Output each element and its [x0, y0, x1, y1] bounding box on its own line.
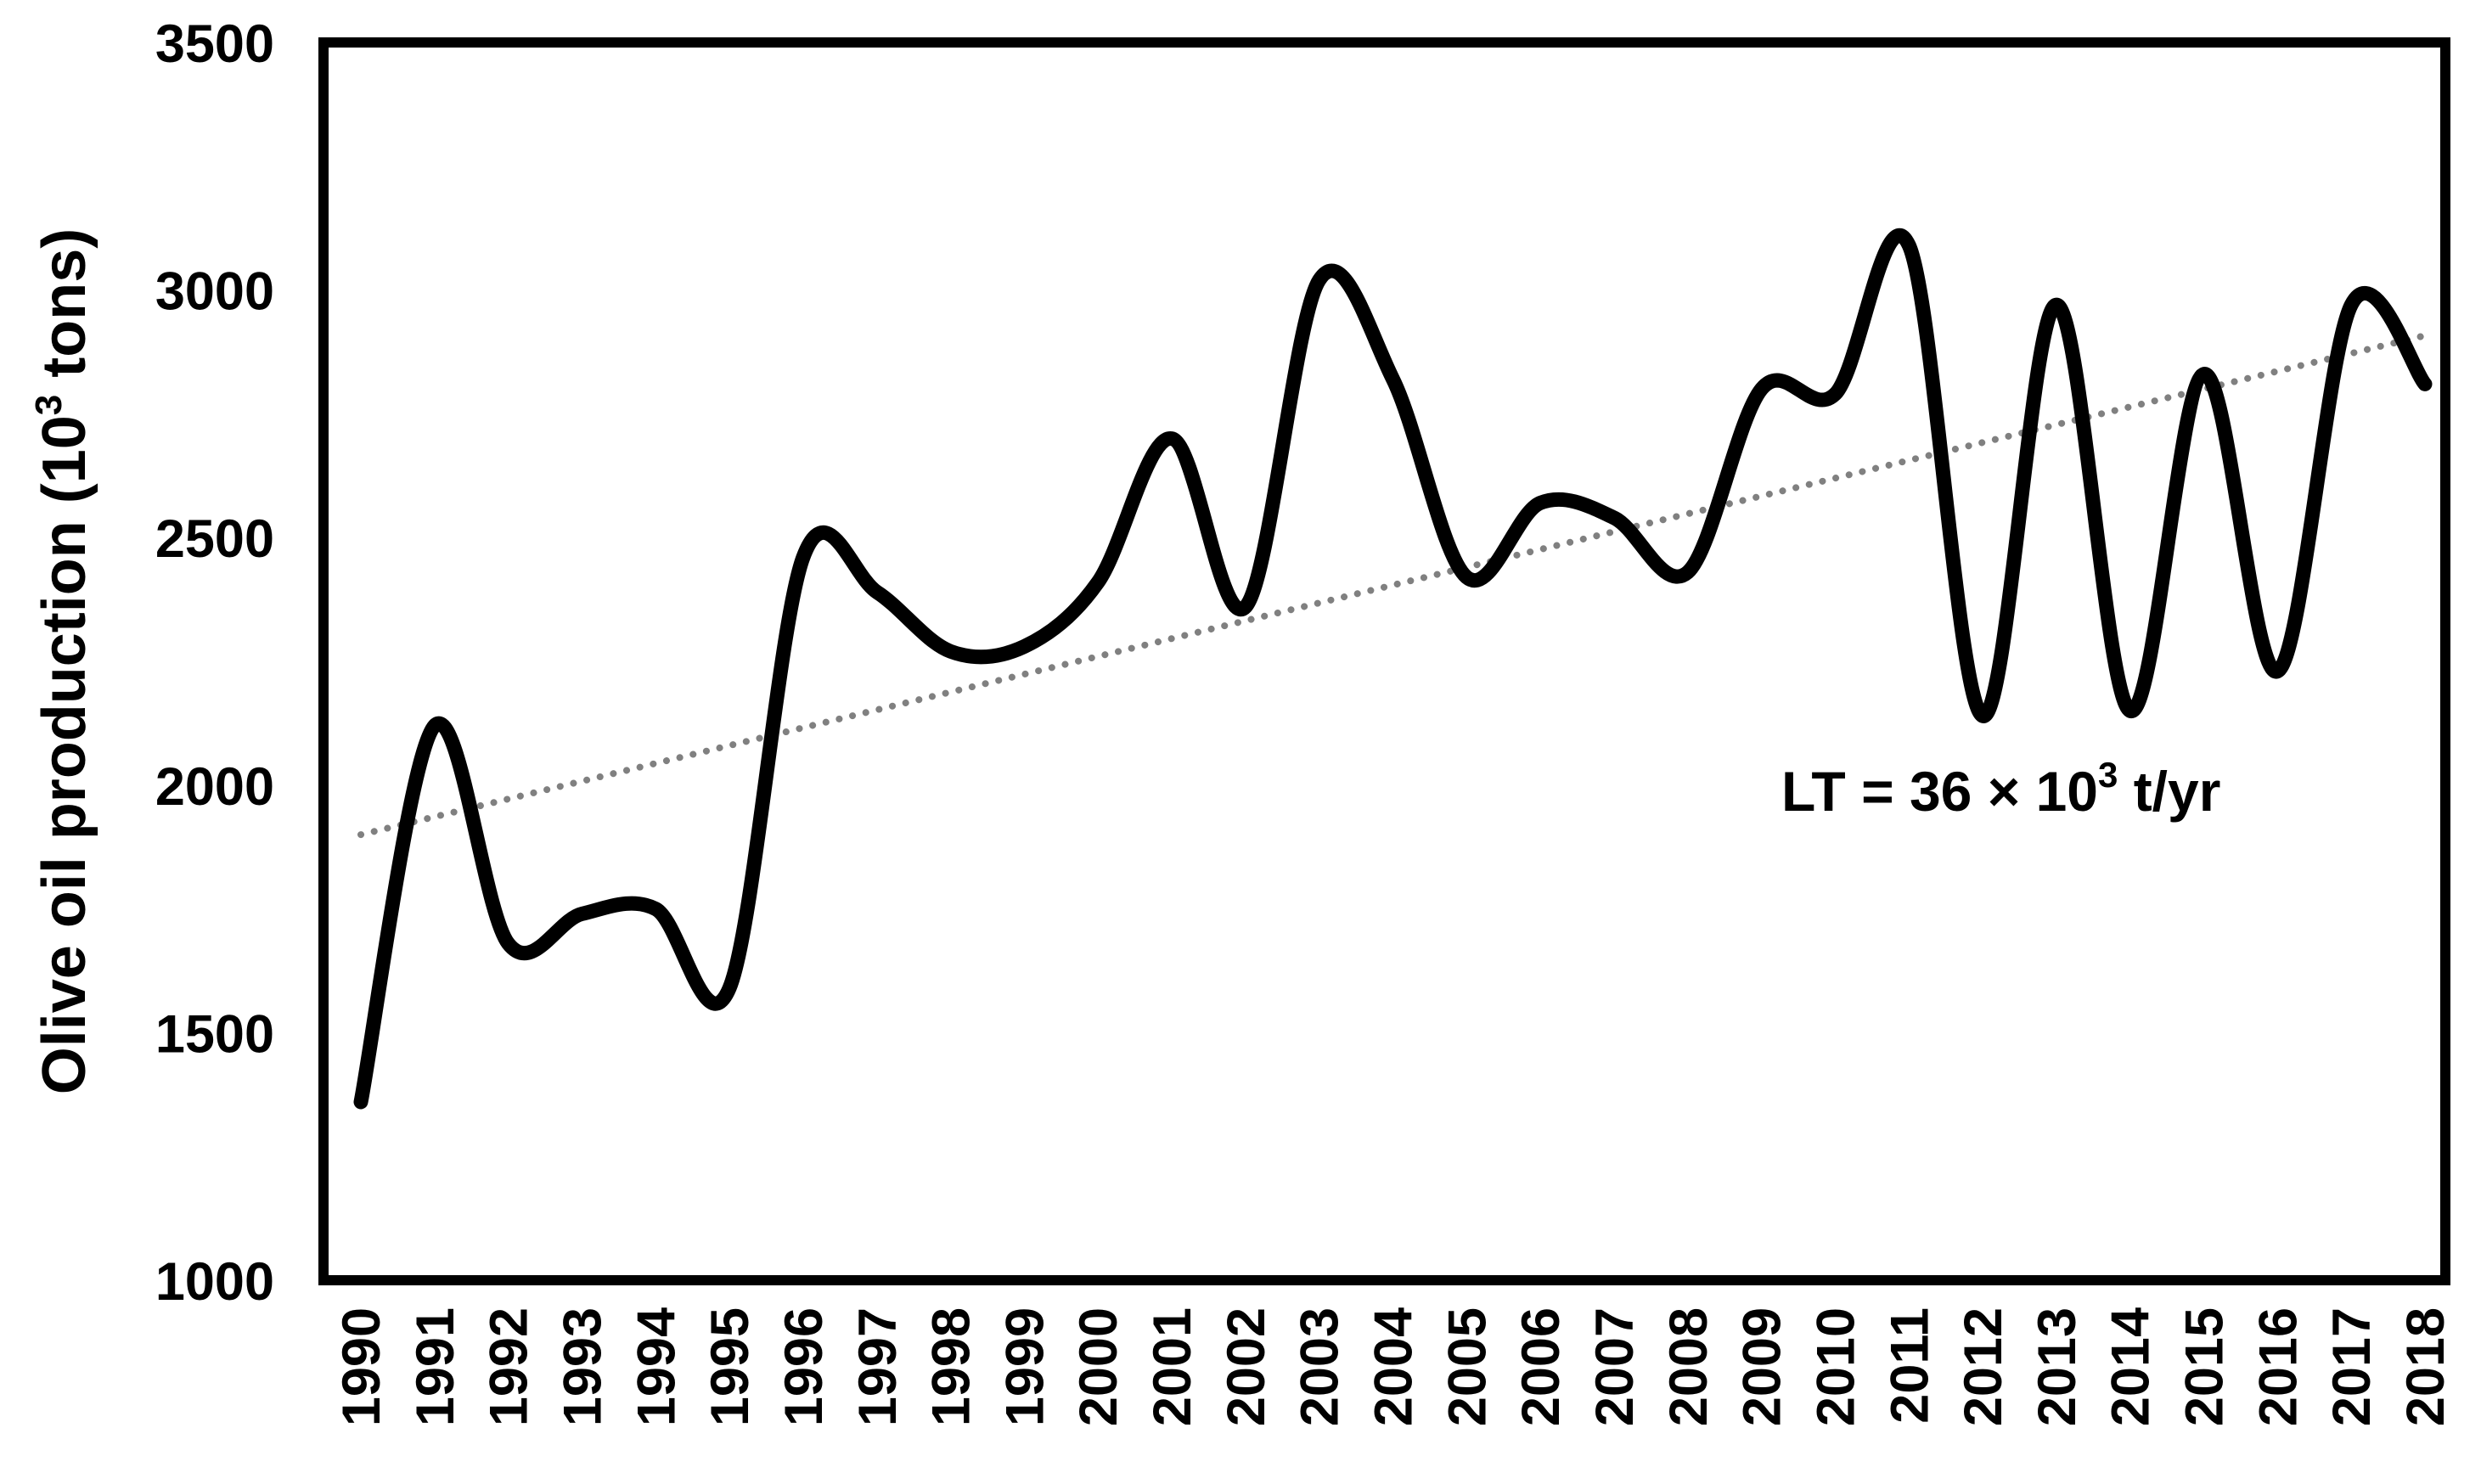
x-tick-label: 2009: [1733, 1307, 1792, 1426]
y-tick-label: 2500: [155, 509, 274, 569]
x-tick-label: 1996: [774, 1307, 834, 1426]
x-tick-label: 2007: [1585, 1307, 1645, 1426]
x-tick-label: 1998: [922, 1307, 982, 1426]
x-tick-label: 2018: [2396, 1307, 2456, 1426]
x-tick-label: 2006: [1511, 1307, 1571, 1426]
y-tick-label: 1000: [155, 1252, 274, 1312]
y-tick-label: 1500: [155, 1004, 274, 1064]
y-axis-title: Olive oil production (103 tons): [28, 228, 98, 1095]
plot-frame: [318, 37, 2450, 1285]
trend-annotation: LT = 36 × 103 t/yr: [1781, 755, 2220, 823]
linear-trend-line: [357, 332, 2428, 839]
y-axis-ticks: 1000 1500 2000 2500 3000 3500: [155, 14, 274, 1312]
x-tick-label: 2001: [1143, 1307, 1202, 1426]
x-axis-ticks: 1990 1991 1992 1993 1994 1995 1996 1997 1998 1999…: [332, 1307, 2456, 1426]
series-layer: [353, 228, 2433, 1110]
x-tick-label: 2011: [1880, 1307, 1939, 1424]
x-tick-label: 1997: [848, 1307, 908, 1426]
x-tick-label: 2010: [1806, 1307, 1865, 1426]
x-tick-label: 2008: [1659, 1307, 1719, 1426]
x-tick-label: 2004: [1364, 1307, 1424, 1426]
x-tick-label: 2003: [1291, 1307, 1350, 1426]
production-series-line: [353, 228, 2433, 1110]
x-tick-label: 2000: [1069, 1307, 1128, 1426]
y-tick-label: 2000: [155, 757, 274, 817]
x-tick-label: 2005: [1437, 1307, 1497, 1426]
x-tick-label: 1994: [627, 1307, 686, 1426]
x-tick-label: 2002: [1217, 1307, 1276, 1426]
x-tick-label: 2012: [1954, 1307, 2013, 1426]
y-tick-label: 3500: [155, 14, 274, 74]
x-tick-label: 2014: [2101, 1307, 2161, 1426]
x-tick-label: 1993: [553, 1307, 612, 1426]
x-tick-label: 1999: [995, 1307, 1055, 1426]
x-tick-label: 2015: [2175, 1307, 2235, 1426]
x-tick-label: 2017: [2322, 1307, 2382, 1426]
x-tick-label: 2016: [2248, 1307, 2308, 1426]
y-tick-label: 3000: [155, 262, 274, 322]
x-tick-label: 1992: [480, 1307, 539, 1426]
x-tick-label: 2013: [2028, 1307, 2087, 1426]
x-tick-label: 1990: [332, 1307, 391, 1426]
x-tick-label: 1995: [700, 1307, 760, 1426]
x-tick-label: 1991: [406, 1307, 465, 1426]
